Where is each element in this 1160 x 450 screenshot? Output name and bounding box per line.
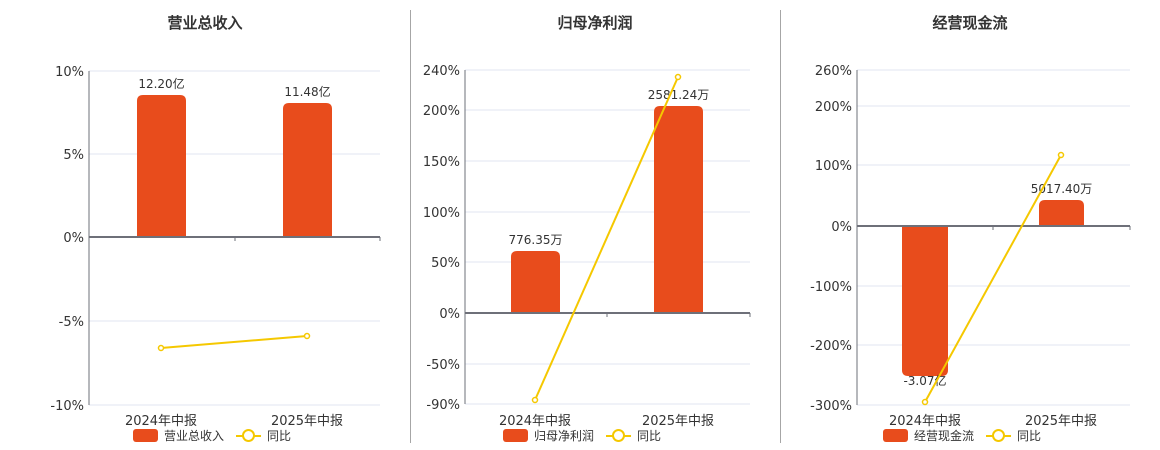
line-legend-icon[interactable]: [236, 429, 262, 442]
bar-value-label: 2581.24万: [648, 88, 710, 102]
bar-legend-label[interactable]: 经营现金流: [914, 429, 975, 443]
y-tick-label: 240%: [423, 64, 460, 79]
y-tick-label: 0%: [831, 220, 852, 235]
yoy-point: [674, 73, 682, 81]
y-tick-label: -200%: [810, 339, 852, 354]
bar-value-label: 5017.40万: [1031, 182, 1093, 196]
yoy-line: [160, 335, 308, 349]
bar-legend-swatch[interactable]: [503, 429, 528, 442]
y-tick-label: 200%: [423, 104, 460, 119]
x-category-label: 2025年中报: [642, 414, 714, 429]
bar-value-label: 776.35万: [509, 233, 563, 247]
chart-legend: 归母净利润 同比: [503, 427, 661, 444]
bar: [283, 103, 332, 237]
y-tick-label: 0%: [63, 231, 84, 246]
chart-plot: 260%200%100%0%-100%-200%-300%-3.07亿5017.…: [810, 64, 1131, 429]
yoy-point: [303, 332, 311, 340]
y-tick-label: -100%: [810, 280, 852, 295]
chart-legend: 营业总收入 同比: [133, 427, 291, 444]
bar: [654, 106, 703, 313]
panel-divider: [410, 10, 411, 443]
y-tick-label: -5%: [59, 315, 84, 330]
chart-panel-revenue: 营业总收入 10% 5% 0% -5% -10% 12.20亿 11.48亿 2024年中报 2…: [0, 0, 410, 450]
x-category-label: 2025年中报: [271, 414, 343, 429]
line-legend-label[interactable]: 同比: [1017, 429, 1042, 443]
yoy-point: [1057, 151, 1065, 159]
x-category-label: 2024年中报: [125, 414, 197, 429]
chart-legend: 经营现金流 同比: [883, 427, 1041, 444]
bar-legend-label[interactable]: 归母净利润: [534, 429, 595, 443]
chart-panel-net-profit: 归母净利润 240% 200% 150% 100% 50% 0% -50% -90% 776.3…: [410, 0, 780, 450]
y-tick-label: 150%: [423, 155, 460, 170]
bar: [902, 226, 948, 376]
bar-legend-label[interactable]: 营业总收入: [164, 429, 225, 443]
yoy-line: [924, 154, 1062, 403]
x-category-label: 2025年中报: [1025, 414, 1097, 429]
bar-value-label: 11.48亿: [284, 84, 330, 99]
line-legend-label[interactable]: 同比: [637, 429, 662, 443]
y-tick-label: 50%: [431, 256, 460, 271]
chart-plot: 10% 5% 0% -5% -10% 12.20亿 11.48亿 2024年中报 2025年中报: [50, 65, 381, 429]
bar: [137, 95, 186, 237]
y-tick-label: 100%: [815, 159, 852, 174]
chart-title: 经营现金流: [932, 14, 1008, 32]
chart-title: 归母净利润: [557, 14, 633, 32]
chart-plot: 240% 200% 150% 100% 50% 0% -50% -90% 776.35万 2581…: [423, 64, 751, 429]
chart-panel-operating-cash-flow: 经营现金流 260% 200% 100% 0% -100% -200% -300% -3.07…: [780, 0, 1160, 450]
chart-title: 营业总收入: [167, 14, 243, 32]
yoy-point: [921, 398, 929, 406]
x-category-label: 2024年中报: [889, 414, 961, 429]
bar-legend-swatch[interactable]: [133, 429, 158, 442]
y-tick-label: 5%: [63, 148, 84, 163]
y-tick-label: -300%: [810, 399, 852, 414]
y-tick-label: 0%: [439, 307, 460, 322]
yoy-point: [531, 396, 539, 404]
bar: [511, 251, 560, 313]
yoy-point: [157, 344, 165, 352]
x-category-label: 2024年中报: [499, 414, 571, 429]
y-tick-label: 260%: [815, 64, 852, 79]
y-tick-label: -90%: [426, 398, 460, 413]
y-tick-label: 100%: [423, 206, 460, 221]
y-tick-label: -50%: [426, 358, 460, 373]
panel-divider: [780, 10, 781, 443]
line-legend-icon[interactable]: [986, 429, 1012, 442]
y-tick-label: -10%: [50, 399, 84, 414]
y-tick-label: 10%: [55, 65, 84, 80]
bar: [1039, 200, 1084, 226]
line-legend-icon[interactable]: [606, 429, 632, 442]
line-legend-label[interactable]: 同比: [267, 429, 292, 443]
yoy-line: [534, 76, 679, 401]
bar-value-label: 12.20亿: [138, 76, 184, 91]
y-tick-label: 200%: [815, 100, 852, 115]
bar-legend-swatch[interactable]: [883, 429, 908, 442]
